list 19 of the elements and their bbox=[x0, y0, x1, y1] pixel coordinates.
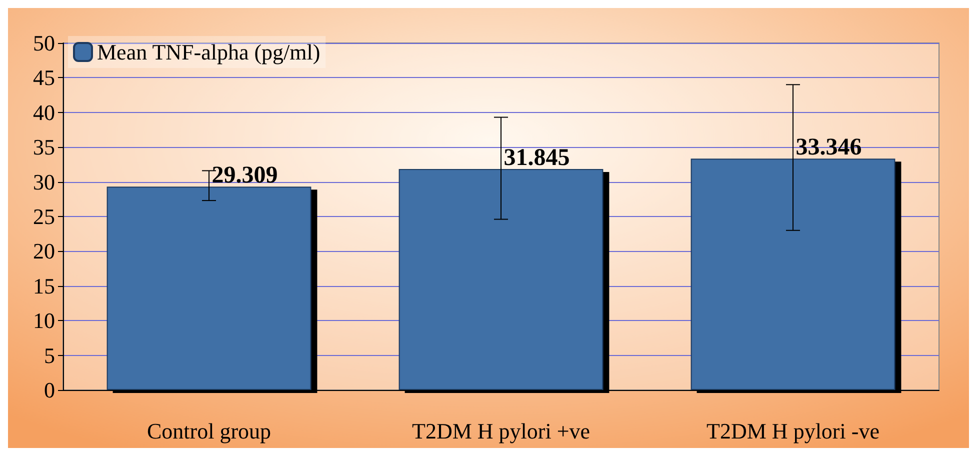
bar bbox=[690, 158, 896, 390]
y-tick-label: 50 bbox=[33, 30, 55, 56]
y-tick-label: 40 bbox=[33, 100, 55, 125]
x-tick-label: T2DM H pylori +ve bbox=[412, 418, 590, 444]
y-tick-label: 25 bbox=[33, 204, 55, 229]
y-tick-label: 15 bbox=[33, 273, 55, 298]
x-tick-label: Control group bbox=[146, 418, 272, 444]
y-tick-label: 5 bbox=[44, 342, 55, 368]
x-tick-label: T2DM H pylori -ve bbox=[706, 418, 880, 444]
data-label: 31.845 bbox=[504, 144, 570, 171]
y-tick-label: 0 bbox=[44, 378, 55, 402]
y-tick-label: 35 bbox=[33, 134, 55, 160]
y-tick-label: 20 bbox=[33, 238, 55, 264]
legend-label: Mean TNF-alpha (pg/ml) bbox=[97, 40, 320, 64]
y-tick-label: 45 bbox=[33, 65, 55, 90]
bar bbox=[398, 168, 604, 390]
y-tick-label: 30 bbox=[33, 169, 55, 194]
bar bbox=[106, 186, 312, 390]
y-tick-label: 10 bbox=[33, 308, 55, 334]
